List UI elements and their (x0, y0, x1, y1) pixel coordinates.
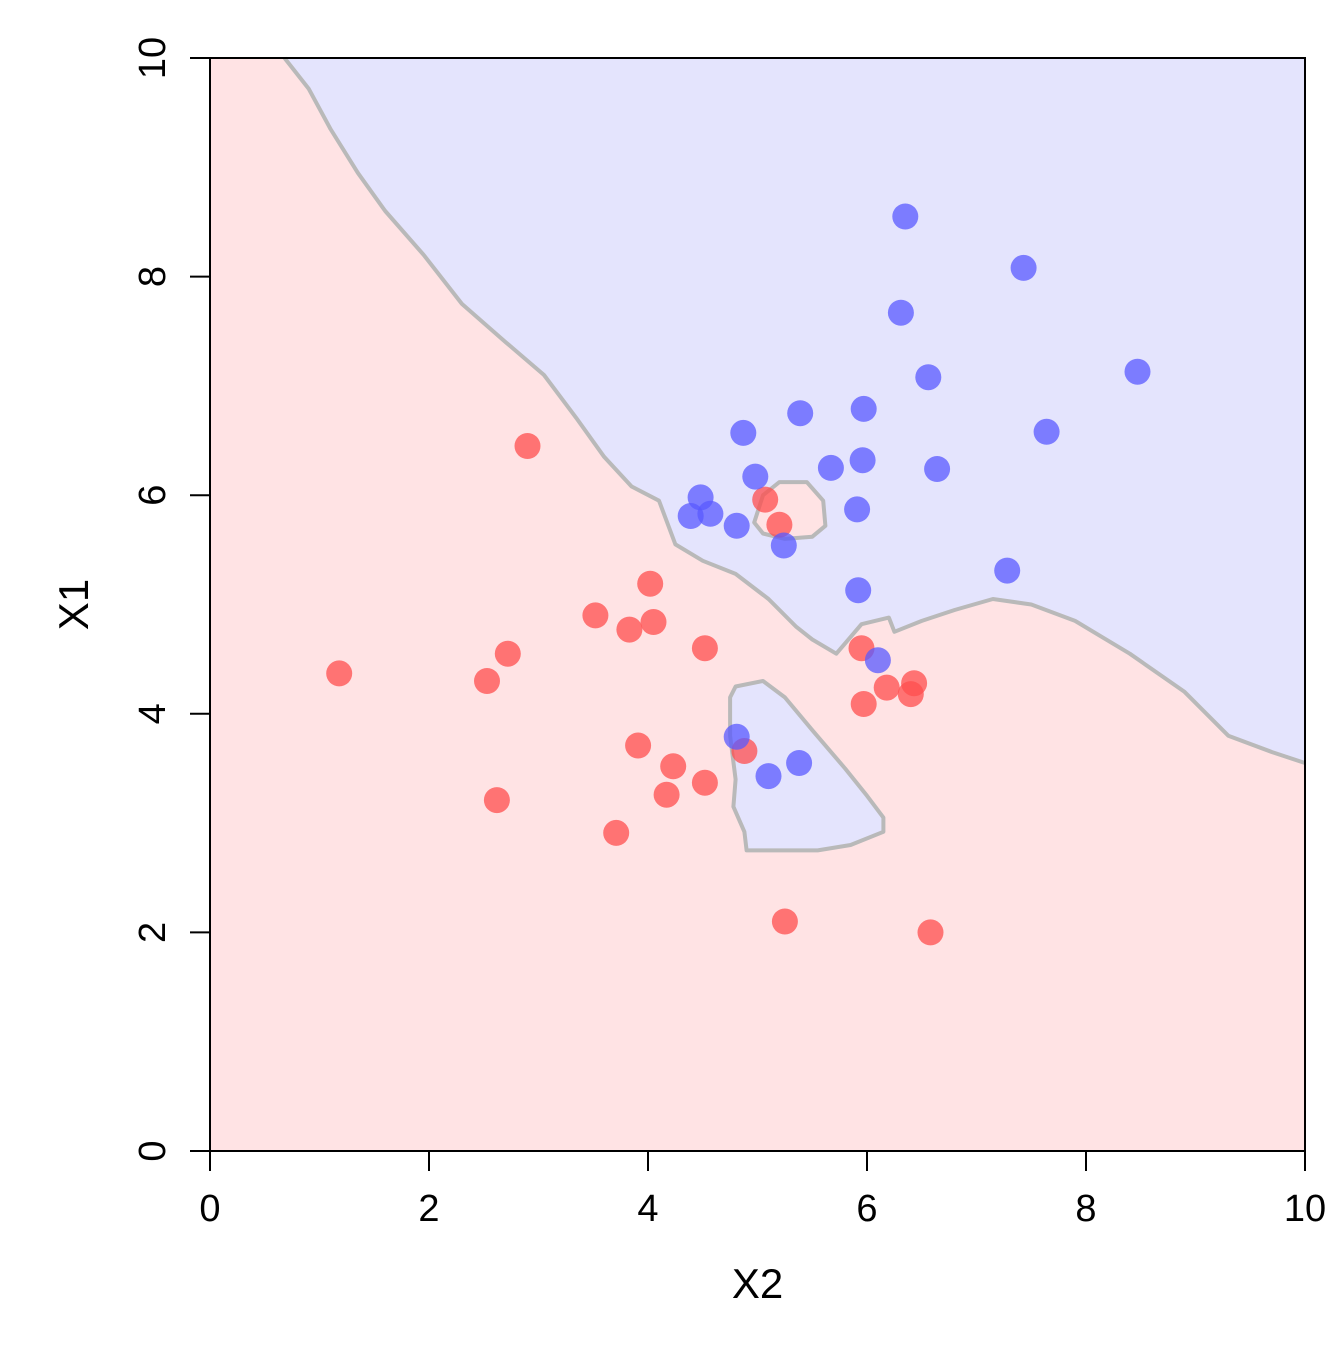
red-point (917, 919, 944, 946)
blue-point (892, 203, 919, 230)
blue-point (1010, 254, 1037, 281)
blue-point (1033, 418, 1060, 445)
red-point (582, 602, 609, 629)
blue-point (742, 463, 769, 490)
red-point (474, 668, 500, 694)
blue-point (770, 532, 797, 559)
red-point (873, 674, 900, 701)
blue-point (864, 647, 891, 674)
red-point (660, 753, 687, 780)
red-point (603, 819, 630, 846)
y-tick-label: 0 (132, 1140, 174, 1161)
blue-point (677, 503, 704, 529)
x-tick-label: 10 (1284, 1188, 1326, 1230)
red-point (766, 511, 793, 538)
blue-point (994, 557, 1021, 584)
red-point (771, 908, 798, 935)
y-tick-label: 4 (132, 703, 174, 724)
x-tick-label: 0 (199, 1188, 220, 1230)
x-tick-label: 6 (856, 1188, 877, 1230)
blue-point (755, 763, 782, 790)
blue-point (787, 400, 814, 427)
red-point (691, 769, 718, 796)
red-point (625, 732, 652, 759)
y-axis: 0 2 4 6 8 10 (132, 37, 211, 1162)
island-boundary-line (728, 679, 886, 853)
red-point (514, 433, 541, 459)
red-point (637, 570, 664, 597)
red-point (850, 691, 877, 717)
red-point (616, 616, 643, 643)
y-tick-label: 10 (132, 37, 174, 79)
blue-point (924, 456, 951, 482)
x-axis-title: X2 (732, 1260, 783, 1307)
red-point (691, 635, 718, 662)
red-point (640, 609, 667, 635)
red-point (901, 670, 928, 697)
blue-point (730, 419, 757, 446)
blue-point (786, 750, 813, 776)
decision-regions (210, 58, 1305, 1151)
blue-point (844, 496, 871, 523)
blue-point (697, 500, 724, 527)
blue-point (849, 447, 876, 474)
red-point (653, 781, 680, 808)
y-tick-label: 2 (132, 922, 174, 943)
blue-point (850, 395, 877, 422)
blue-point (845, 577, 872, 604)
red-point (494, 640, 521, 667)
red-point (483, 787, 510, 814)
y-tick-label: 6 (132, 485, 174, 506)
blue-point (817, 454, 844, 481)
data-points (326, 203, 1151, 946)
x-axis: 0 2 4 6 8 10 (199, 1150, 1326, 1230)
blue-point (723, 512, 750, 539)
y-axis-title: X1 (50, 579, 97, 630)
blue-point (1124, 358, 1151, 385)
blue-point (887, 299, 914, 326)
red-point (752, 486, 779, 513)
red-point (326, 660, 353, 687)
x-tick-label: 2 (418, 1188, 439, 1230)
blue-point (723, 723, 750, 750)
x-tick-label: 8 (1075, 1188, 1096, 1230)
blue-point (915, 364, 942, 391)
x-tick-label: 4 (637, 1188, 658, 1230)
y-tick-label: 8 (132, 266, 174, 287)
main-boundary-line (282, 56, 1306, 765)
